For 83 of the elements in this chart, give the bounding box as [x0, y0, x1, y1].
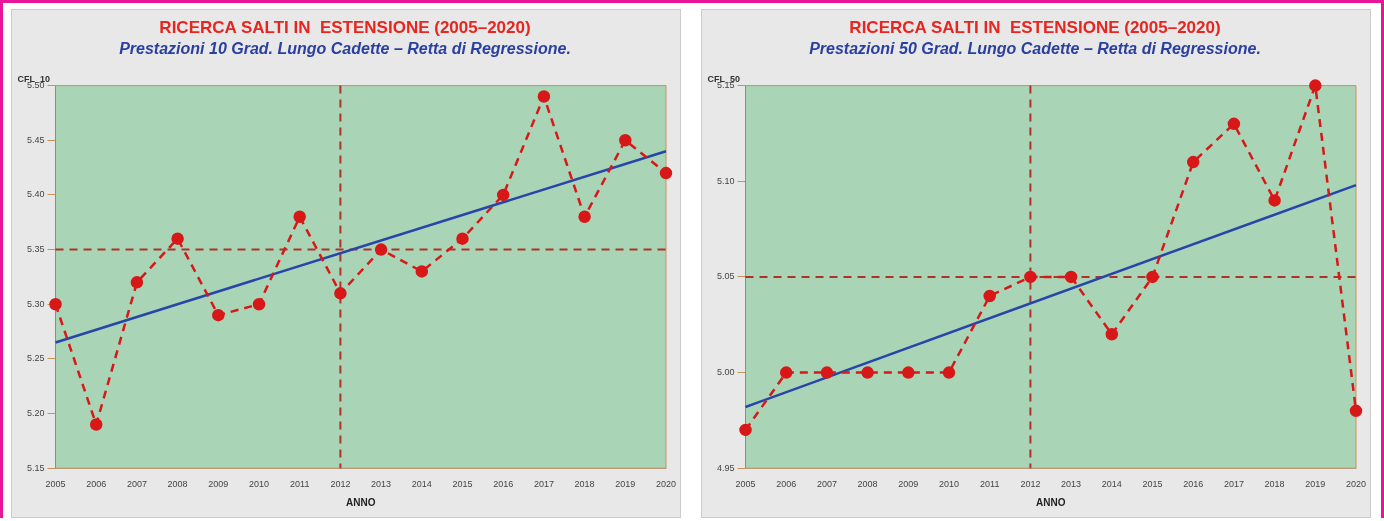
- point: [130, 276, 144, 289]
- x-tick-label: 2011: [980, 479, 1000, 490]
- chart-title: RICERCA SALTI IN ESTENSIONE (2005–2020): [849, 17, 1221, 37]
- x-tick-label: 2011: [290, 479, 310, 490]
- x-tick-label: 2006: [776, 479, 797, 490]
- x-tick-label: 2017: [1223, 479, 1244, 490]
- point: [374, 243, 388, 256]
- point: [983, 289, 996, 303]
- point: [1309, 79, 1322, 92]
- x-tick-label: 2012: [330, 479, 351, 490]
- x-tick-label: 2009: [208, 479, 229, 490]
- point: [49, 297, 62, 311]
- point: [212, 308, 225, 322]
- y-tick-label: 5.25: [26, 353, 45, 364]
- point: [1186, 155, 1200, 169]
- y-tick-label: 5.10: [716, 175, 735, 186]
- y-tick-label: 5.35: [26, 244, 45, 255]
- y-axis-title: CFL_50: [707, 73, 741, 84]
- y-axis-title: CFL_10: [17, 73, 51, 84]
- x-tick-label: 2005: [735, 479, 756, 490]
- x-tick-label: 2017: [533, 479, 554, 490]
- point: [1105, 328, 1119, 341]
- y-tick-label: 5.30: [26, 298, 45, 309]
- x-tick-label: 2019: [615, 479, 636, 490]
- x-tick-label: 2010: [939, 479, 960, 490]
- x-tick-label: 2016: [1183, 479, 1204, 490]
- point: [334, 287, 347, 300]
- x-tick-label: 2007: [816, 479, 837, 490]
- chart-subtitle: Prestazioni 10 Grad. Lungo Cadette – Retta di Regressione.: [119, 40, 571, 58]
- x-tick-label: 2015: [1142, 479, 1163, 490]
- point: [942, 366, 956, 379]
- x-tick-label: 2008: [167, 479, 188, 490]
- point: [1024, 270, 1037, 284]
- point: [171, 232, 184, 245]
- x-tick-label: 2005: [45, 479, 66, 490]
- point: [578, 210, 591, 224]
- y-tick-label: 5.15: [26, 462, 45, 473]
- x-tick-label: 2012: [1020, 479, 1041, 490]
- point: [252, 297, 266, 311]
- x-tick-label: 2013: [371, 479, 392, 490]
- point: [1349, 404, 1363, 418]
- chart-subtitle: Prestazioni 50 Grad. Lungo Cadette – Retta di Regressione.: [809, 40, 1261, 58]
- point: [1227, 117, 1241, 131]
- x-tick-label: 2013: [1061, 479, 1082, 490]
- point: [659, 166, 673, 180]
- point: [496, 188, 510, 202]
- point: [1146, 270, 1159, 284]
- x-tick-label: 2010: [249, 479, 270, 490]
- x-tick-label: 2014: [411, 479, 432, 490]
- y-tick-label: 5.05: [716, 271, 735, 282]
- point: [1268, 194, 1281, 207]
- point: [89, 418, 103, 431]
- x-tick-label: 2015: [452, 479, 473, 490]
- point: [820, 366, 834, 379]
- x-tick-label: 2006: [86, 479, 107, 490]
- chart-title: RICERCA SALTI IN ESTENSIONE (2005–2020): [159, 17, 531, 37]
- point: [456, 232, 469, 245]
- point: [415, 265, 429, 278]
- x-tick-label: 2016: [493, 479, 514, 490]
- point: [779, 366, 793, 379]
- x-tick-label: 2008: [857, 479, 878, 490]
- point: [902, 366, 915, 379]
- x-axis-title: ANNO: [346, 496, 376, 508]
- y-tick-label: 5.40: [26, 189, 45, 200]
- x-tick-label: 2018: [574, 479, 595, 490]
- x-tick-label: 2020: [655, 479, 677, 490]
- y-tick-label: 5.20: [26, 408, 45, 419]
- y-tick-label: 4.95: [716, 462, 735, 473]
- point: [293, 210, 306, 224]
- point: [537, 90, 551, 103]
- x-tick-label: 2019: [1305, 479, 1326, 490]
- point: [739, 423, 752, 437]
- x-tick-label: 2018: [1264, 479, 1285, 490]
- x-tick-label: 2009: [898, 479, 919, 490]
- point: [619, 134, 632, 147]
- x-tick-label: 2014: [1101, 479, 1122, 490]
- y-tick-label: 5.45: [26, 134, 45, 145]
- point: [1064, 270, 1078, 284]
- x-tick-label: 2020: [1345, 479, 1367, 490]
- x-tick-label: 2007: [126, 479, 147, 490]
- x-axis-title: ANNO: [1036, 496, 1066, 508]
- point: [861, 366, 874, 379]
- y-tick-label: 5.00: [716, 367, 735, 378]
